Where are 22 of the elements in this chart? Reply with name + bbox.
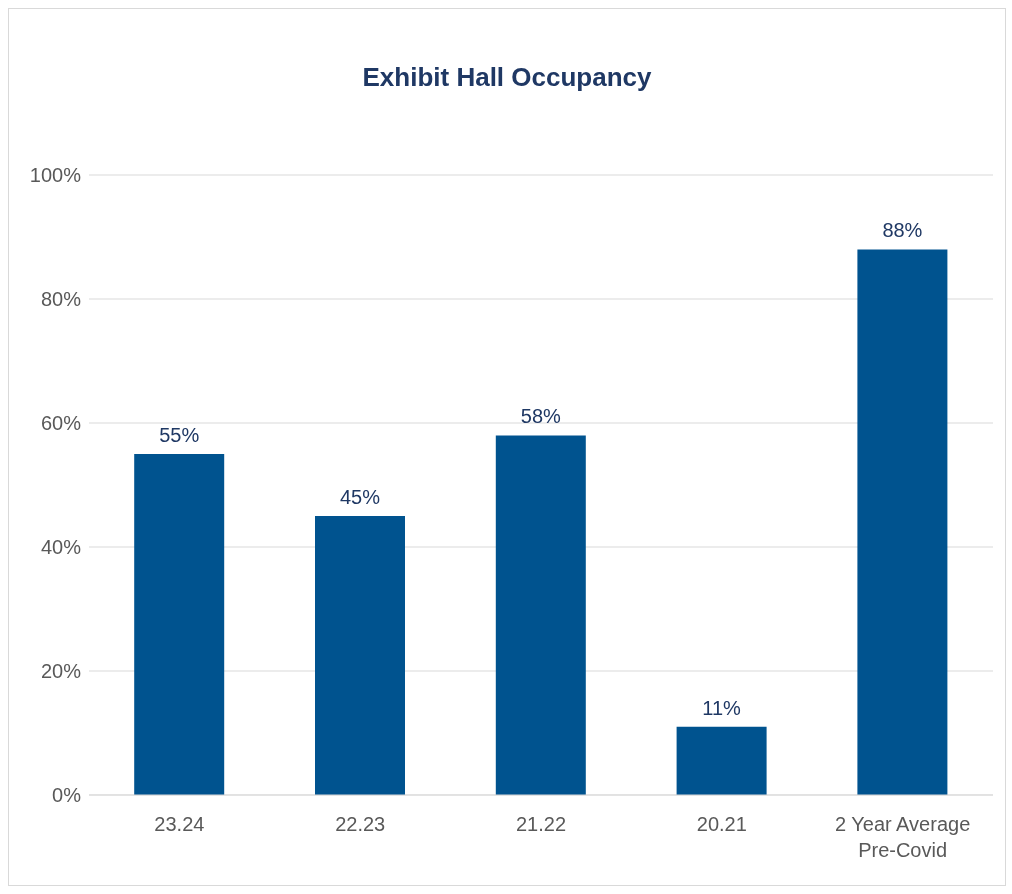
- bar: [857, 249, 948, 795]
- y-tick-label: 80%: [40, 288, 82, 311]
- x-tick-label: 2 Year Average Pre-Covid: [834, 813, 971, 861]
- y-tick-label: 20%: [40, 660, 82, 683]
- x-tick-label: 22.23: [335, 813, 386, 835]
- data-label: 58%: [520, 405, 562, 428]
- bar: [676, 726, 767, 795]
- y-tick-label: 100%: [29, 164, 82, 187]
- y-tick-label: 40%: [40, 536, 82, 559]
- bar: [315, 516, 405, 795]
- bar: [495, 435, 586, 795]
- data-label: 55%: [159, 424, 200, 446]
- y-tick-label: 60%: [40, 412, 82, 435]
- chart-title: Exhibit Hall Occupancy: [362, 61, 652, 93]
- data-label: 11%: [702, 696, 742, 719]
- x-tick-label: 21.22: [515, 813, 567, 835]
- data-label: 45%: [339, 486, 381, 508]
- y-tick-label: 0%: [52, 784, 82, 807]
- x-tick-label: 23.24: [154, 813, 205, 835]
- x-tick-label: 20.21: [696, 813, 747, 835]
- bar: [134, 454, 225, 795]
- data-label: 88%: [882, 219, 923, 242]
